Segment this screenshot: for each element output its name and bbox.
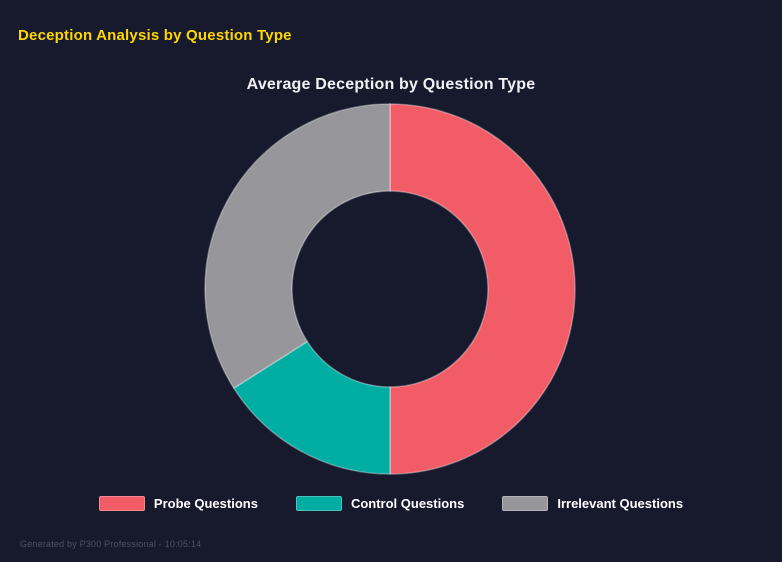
donut-chart-area [203,102,577,476]
legend-item-2[interactable]: Irrelevant Questions [502,496,683,511]
legend-swatch [98,496,145,511]
chart-title: Average Deception by Question Type [246,76,536,93]
donut-segment-0[interactable] [389,103,576,475]
legend-swatch [295,496,342,511]
legend-label: Probe Questions [153,496,258,511]
legend-label: Irrelevant Questions [557,496,684,511]
legend-item-1[interactable]: Control Questions [295,496,465,511]
footer-note: Generated by P300 Professional - 10:05:1… [20,539,202,549]
legend-swatch [502,496,549,511]
donut-segment-1[interactable] [232,340,391,475]
donut-segment-2[interactable] [204,103,391,390]
page-title: Deception Analysis by Question Type [18,27,292,44]
legend-item-0[interactable]: Probe Questions [98,496,258,511]
chart-legend: Probe Questions Control Questions Irreleva… [0,496,782,511]
legend-label: Control Questions [350,496,465,511]
donut-chart [204,103,576,475]
